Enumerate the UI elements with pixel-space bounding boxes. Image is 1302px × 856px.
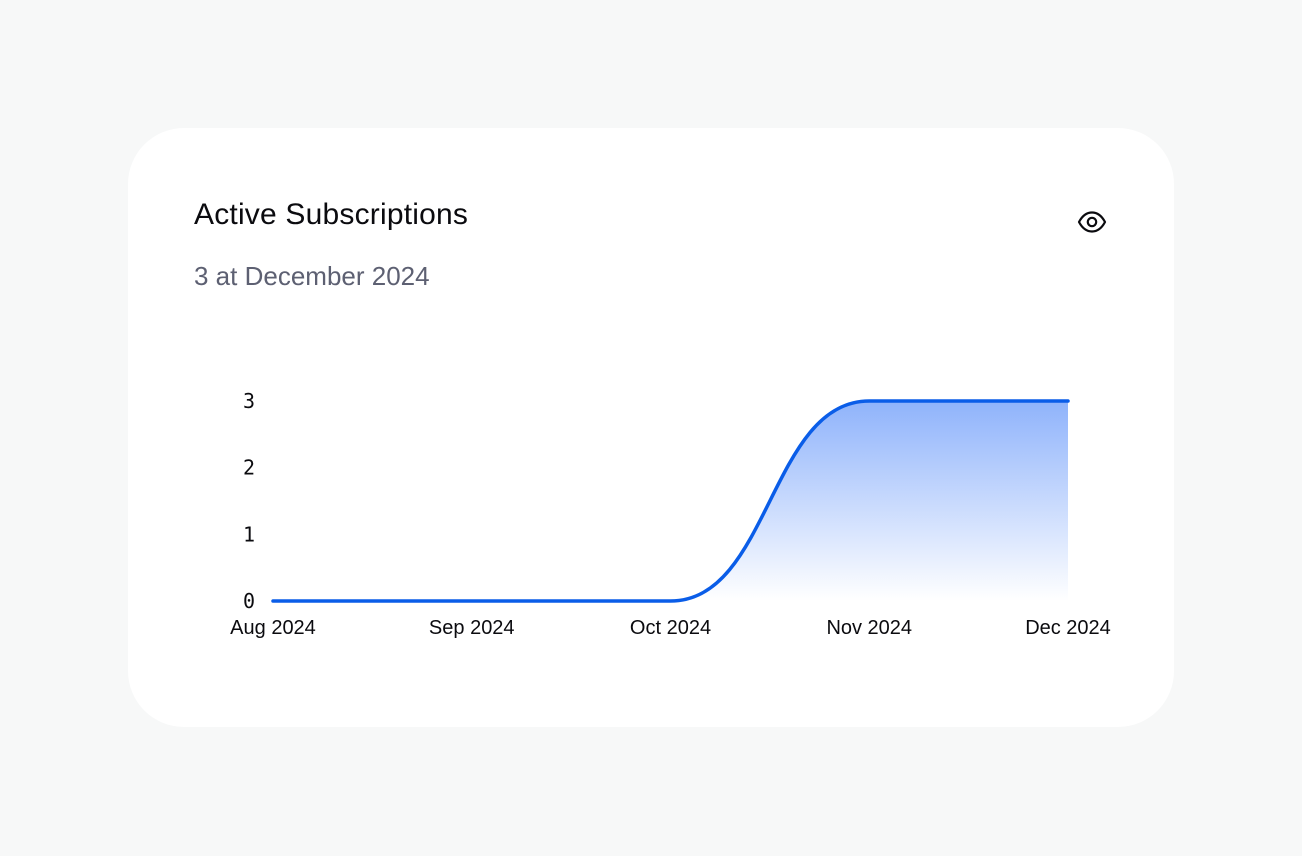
card-subtitle: 3 at December 2024 — [194, 261, 430, 291]
y-axis: 0 1 2 3 — [243, 389, 255, 613]
series-area-fill — [273, 401, 1068, 601]
series-line — [271, 399, 1070, 603]
subscriptions-area-chart: 0 1 2 3 Aug 2024 Sep 2024 Oct 2024 Nov 2024 Dec… — [230, 389, 1111, 639]
x-tick-label: Aug 2024 — [230, 617, 316, 639]
y-tick-label: 1 — [243, 522, 255, 546]
eye-icon[interactable] — [1073, 206, 1111, 238]
y-tick-label: 0 — [243, 589, 255, 613]
x-tick-label: Oct 2024 — [630, 617, 711, 639]
x-tick-label: Nov 2024 — [826, 617, 912, 639]
y-tick-label: 3 — [243, 389, 255, 413]
x-tick-label: Sep 2024 — [429, 617, 515, 639]
x-tick-label: Dec 2024 — [1025, 617, 1111, 639]
y-tick-label: 2 — [243, 456, 255, 480]
card-title: Active Subscriptions — [194, 198, 469, 231]
plot-area — [271, 399, 1070, 603]
active-subscriptions-card: Active Subscriptions 3 at December 2024 … — [128, 128, 1174, 727]
x-axis: Aug 2024 Sep 2024 Oct 2024 Nov 2024 Dec 2024 — [230, 617, 1111, 639]
